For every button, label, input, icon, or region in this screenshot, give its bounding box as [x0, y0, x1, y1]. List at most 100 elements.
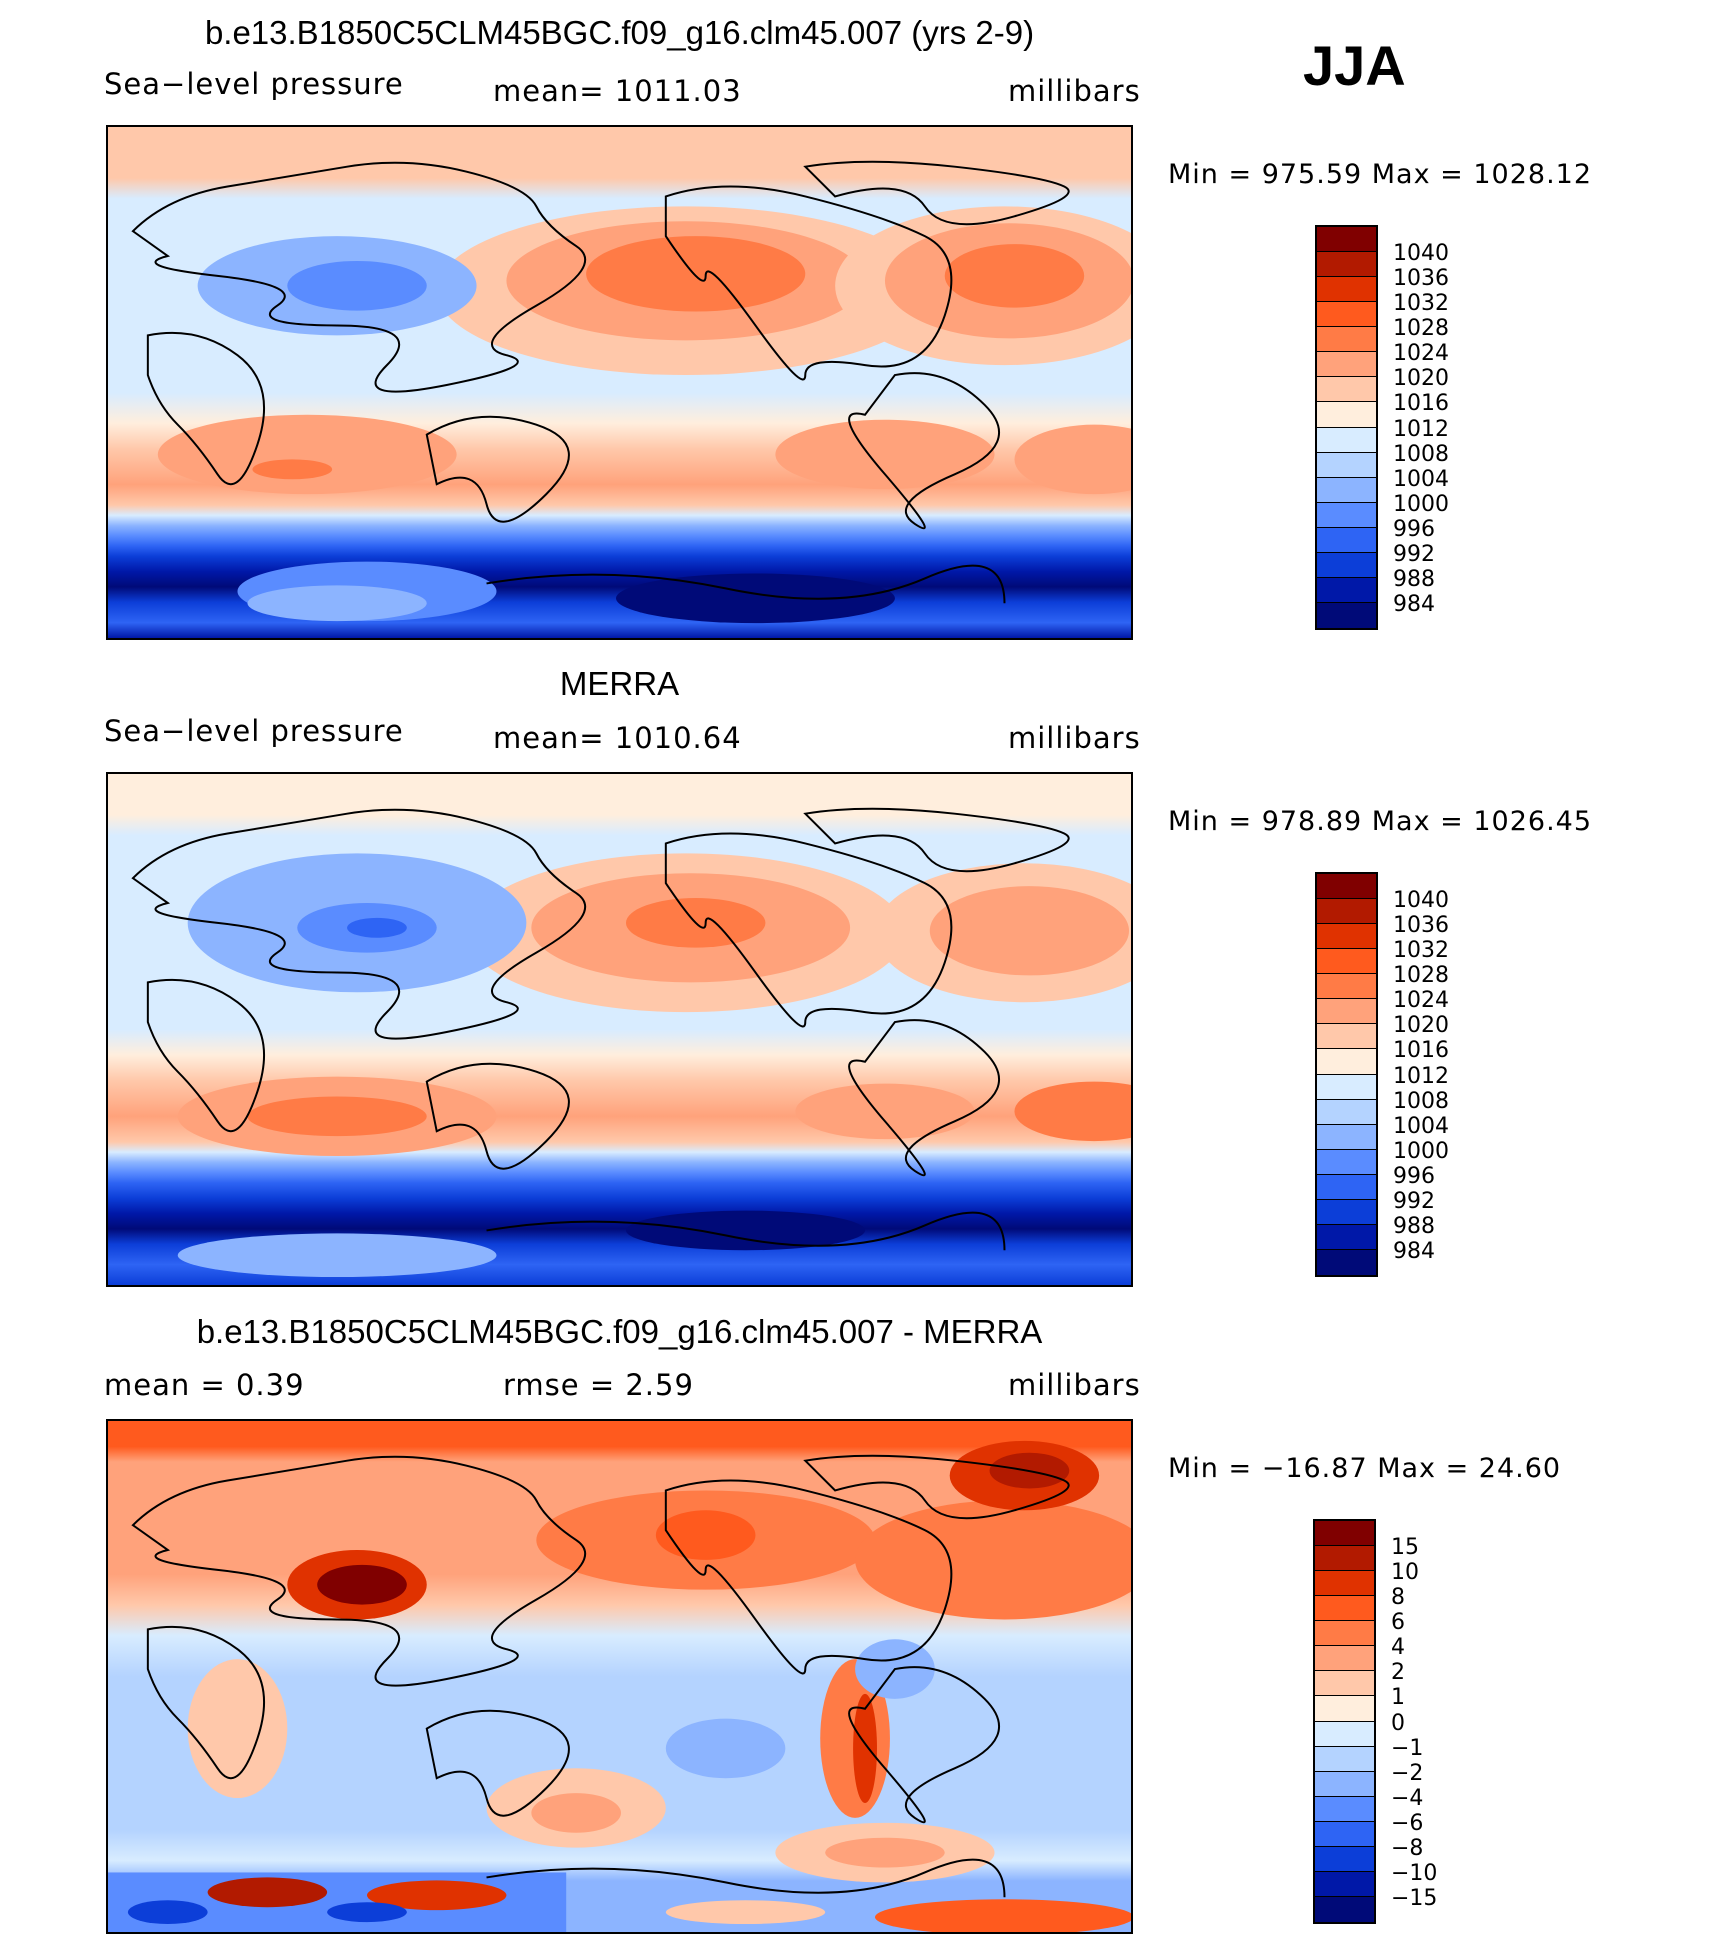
colorbar-swatch [1317, 227, 1376, 253]
panel-2-units-label: millibars [1008, 721, 1141, 755]
colorbar-label: 10 [1391, 1560, 1419, 1586]
colorbar-swatch [1317, 1174, 1376, 1200]
panel-3-units-label: millibars [1008, 1368, 1141, 1402]
colorbar-label: 1012 [1393, 1063, 1449, 1089]
colorbar-label: −1 [1391, 1735, 1424, 1761]
colorbar-swatch [1315, 1646, 1374, 1672]
colorbar-swatch [1315, 1596, 1374, 1622]
colorbar-swatch [1317, 352, 1376, 378]
colorbar-label: 4 [1391, 1635, 1405, 1661]
panel-2-colorbar [1315, 872, 1378, 1277]
colorbar-swatch [1317, 277, 1376, 303]
colorbar-swatch [1317, 302, 1376, 328]
colorbar-swatch [1317, 502, 1376, 528]
panel-1-units-label: millibars [1008, 74, 1141, 108]
colorbar-swatch [1315, 1871, 1374, 1897]
colorbar-swatch [1317, 1224, 1376, 1250]
season-label: JJA [1303, 34, 1406, 97]
colorbar-label: 1 [1391, 1685, 1405, 1711]
colorbar-label: 1012 [1393, 416, 1449, 442]
panel-1-variable-label: Sea−level pressure [104, 67, 404, 101]
colorbar-label: 1032 [1393, 291, 1449, 317]
colorbar-label: 1016 [1393, 391, 1449, 417]
panel-3-mean-label: mean = 0.39 [104, 1368, 305, 1402]
colorbar-label: 988 [1393, 566, 1435, 592]
colorbar-label: 988 [1393, 1213, 1435, 1239]
panel-2-minmax: Min = 978.89 Max = 1026.45 [1168, 806, 1593, 837]
colorbar-swatch [1317, 949, 1376, 975]
colorbar-swatch [1315, 1671, 1374, 1697]
colorbar-swatch [1317, 1024, 1376, 1050]
colorbar-swatch [1317, 252, 1376, 278]
panel-2-title: MERRA [559, 665, 680, 702]
colorbar-swatch [1317, 924, 1376, 950]
colorbar-swatch [1317, 552, 1376, 578]
colorbar-swatch [1315, 1571, 1374, 1597]
colorbar-swatch [1315, 1546, 1374, 1572]
colorbar-swatch [1315, 1621, 1374, 1647]
colorbar-label: −10 [1391, 1860, 1438, 1886]
panel-2-contour-field [108, 774, 1131, 1285]
colorbar-swatch [1317, 999, 1376, 1025]
colorbar-label: 1040 [1393, 888, 1449, 914]
colorbar-label: 2 [1391, 1660, 1405, 1686]
colorbar-swatch [1315, 1696, 1374, 1722]
colorbar-swatch [1317, 1074, 1376, 1100]
colorbar-label: −2 [1391, 1760, 1424, 1786]
colorbar-label: 1000 [1393, 491, 1449, 517]
colorbar-label: 1028 [1393, 316, 1449, 342]
colorbar-label: 1040 [1393, 241, 1449, 267]
colorbar-label: 6 [1391, 1610, 1405, 1636]
colorbar-swatch [1315, 1521, 1374, 1547]
colorbar-swatch [1315, 1896, 1374, 1922]
colorbar-swatch [1317, 1149, 1376, 1175]
panel-2-map [106, 772, 1133, 1287]
colorbar-label: 1020 [1393, 1013, 1449, 1039]
colorbar-swatch [1315, 1721, 1374, 1747]
colorbar-label: −8 [1391, 1835, 1424, 1861]
colorbar-label: 1004 [1393, 466, 1449, 492]
panel-1-mean-label: mean= 1011.03 [493, 74, 742, 108]
colorbar-label: 8 [1391, 1585, 1405, 1611]
colorbar-label: 1020 [1393, 366, 1449, 392]
colorbar-swatch [1315, 1771, 1374, 1797]
colorbar-label: 0 [1391, 1710, 1405, 1736]
colorbar-swatch [1317, 1249, 1376, 1275]
colorbar-label: 1024 [1393, 988, 1449, 1014]
colorbar-swatch [1317, 1124, 1376, 1150]
colorbar-label: 1028 [1393, 963, 1449, 989]
colorbar-label: −6 [1391, 1810, 1424, 1836]
panel-1-map [106, 125, 1133, 640]
panel-3-title: b.e13.B1850C5CLM45BGC.f09_g16.clm45.007 … [196, 1313, 1043, 1350]
colorbar-label: 996 [1393, 1163, 1435, 1189]
colorbar-swatch [1317, 974, 1376, 1000]
colorbar-label: 984 [1393, 1238, 1435, 1264]
colorbar-label: 15 [1391, 1535, 1419, 1561]
colorbar-swatch [1317, 452, 1376, 478]
colorbar-label: −4 [1391, 1785, 1424, 1811]
colorbar-swatch [1317, 1049, 1376, 1075]
panel-1-title: b.e13.B1850C5CLM45BGC.f09_g16.clm45.007 … [204, 14, 1035, 51]
colorbar-swatch [1317, 602, 1376, 628]
panel-3-minmax: Min = −16.87 Max = 24.60 [1168, 1453, 1562, 1484]
panel-1-minmax: Min = 975.59 Max = 1028.12 [1168, 159, 1593, 190]
colorbar-swatch [1317, 427, 1376, 453]
colorbar-swatch [1317, 874, 1376, 900]
colorbar-label: 1008 [1393, 1088, 1449, 1114]
colorbar-label: 1036 [1393, 266, 1449, 292]
colorbar-label: −15 [1391, 1885, 1438, 1911]
colorbar-label: 1032 [1393, 938, 1449, 964]
colorbar-swatch [1317, 577, 1376, 603]
colorbar-label: 992 [1393, 541, 1435, 567]
colorbar-label: 1036 [1393, 913, 1449, 939]
colorbar-label: 992 [1393, 1188, 1435, 1214]
panel-2-variable-label: Sea−level pressure [104, 714, 404, 748]
panel-1-contour-field [108, 127, 1131, 638]
colorbar-label: 1008 [1393, 441, 1449, 467]
colorbar-label: 984 [1393, 591, 1435, 617]
colorbar-swatch [1317, 402, 1376, 428]
colorbar-swatch [1317, 1199, 1376, 1225]
colorbar-label: 1004 [1393, 1113, 1449, 1139]
panel-3-contour-field [108, 1421, 1131, 1932]
colorbar-swatch [1317, 477, 1376, 503]
